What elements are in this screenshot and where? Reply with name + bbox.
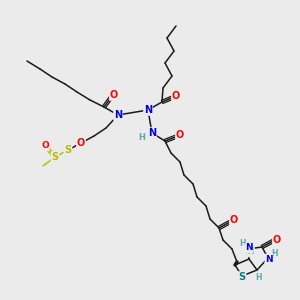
Text: H: H: [240, 239, 246, 248]
Text: H: H: [271, 250, 277, 259]
Text: N: N: [245, 244, 253, 253]
Text: O: O: [41, 142, 49, 151]
Text: H: H: [248, 248, 254, 256]
Text: S: S: [238, 272, 246, 282]
Text: O: O: [273, 235, 281, 245]
Text: O: O: [172, 91, 180, 101]
Text: N: N: [114, 110, 122, 120]
Text: S: S: [64, 145, 72, 155]
Text: N: N: [265, 254, 273, 263]
Text: H: H: [256, 272, 262, 281]
Text: O: O: [110, 90, 118, 100]
Text: O: O: [230, 215, 238, 225]
Text: O: O: [77, 138, 85, 148]
Text: H: H: [139, 133, 145, 142]
Text: O: O: [176, 130, 184, 140]
Text: N: N: [148, 128, 156, 138]
Text: S: S: [51, 152, 58, 162]
Text: N: N: [144, 105, 152, 115]
